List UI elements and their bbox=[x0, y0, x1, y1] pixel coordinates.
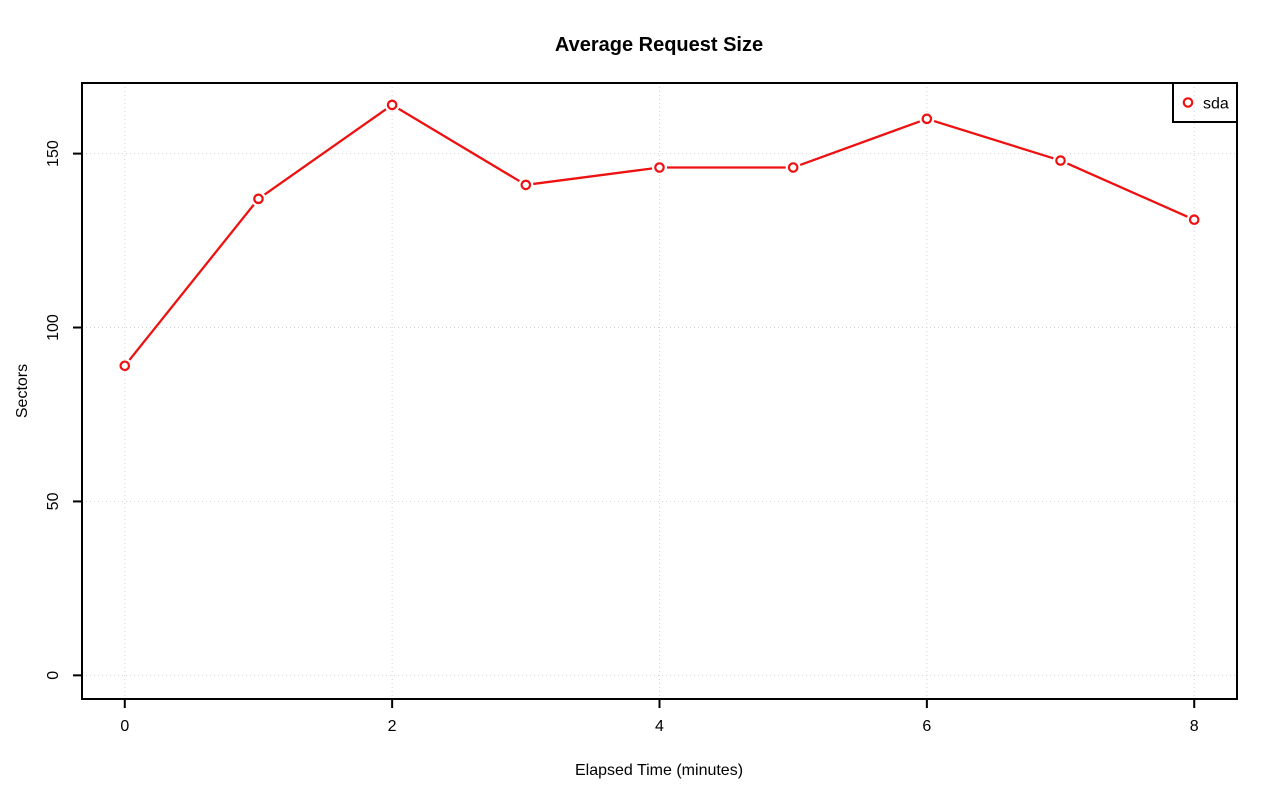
data-point-marker bbox=[1055, 155, 1066, 166]
legend-marker-icon bbox=[1182, 97, 1194, 108]
data-point-marker bbox=[119, 360, 131, 372]
series-layer bbox=[119, 99, 1200, 372]
y-tick-label: 0 bbox=[45, 671, 62, 680]
axis-layer: 0 2 4 6 8 0 50 100 150 bbox=[45, 140, 1199, 735]
y-tick-label: 100 bbox=[45, 314, 62, 341]
series-segment bbox=[397, 107, 520, 183]
series-segment bbox=[128, 203, 255, 361]
data-point-marker bbox=[787, 162, 799, 173]
y-tick-label: 150 bbox=[45, 140, 62, 167]
legend-label: sda bbox=[1203, 96, 1229, 113]
x-tick-label: 8 bbox=[1190, 718, 1199, 735]
legend-box bbox=[1172, 82, 1238, 123]
grid-layer bbox=[82, 83, 1237, 699]
chart-title: Average Request Size bbox=[555, 34, 763, 56]
legend: sda bbox=[1172, 82, 1238, 123]
data-point-marker bbox=[520, 179, 532, 191]
x-tick-label: 2 bbox=[388, 718, 397, 735]
data-point-marker bbox=[386, 99, 398, 111]
series-segment bbox=[799, 120, 921, 167]
data-point-marker bbox=[253, 193, 264, 205]
data-point-marker bbox=[1188, 214, 1200, 225]
x-tick-label: 4 bbox=[655, 718, 664, 735]
series-segment bbox=[933, 119, 1054, 160]
x-axis-label: Elapsed Time (minutes) bbox=[575, 762, 743, 779]
data-point-marker bbox=[654, 162, 665, 173]
x-tick-label: 0 bbox=[120, 718, 129, 735]
y-axis-label: Sectors bbox=[14, 364, 31, 418]
series-segment bbox=[263, 108, 387, 196]
x-tick-label: 6 bbox=[922, 718, 931, 735]
series-segment bbox=[1066, 162, 1188, 218]
series-segment bbox=[533, 167, 653, 186]
y-tick-label: 50 bbox=[45, 492, 62, 510]
data-point-marker bbox=[921, 113, 933, 125]
